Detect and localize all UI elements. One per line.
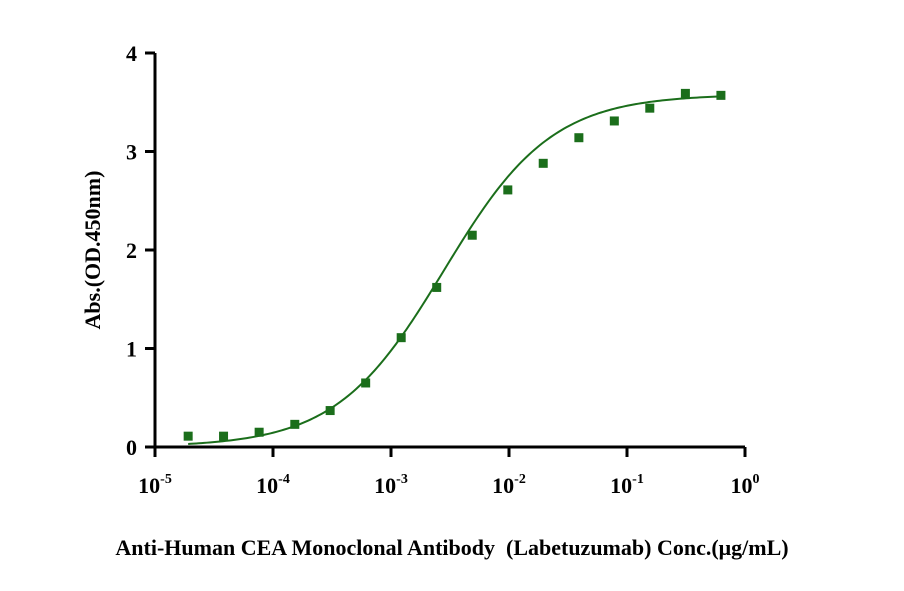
y-tick-label: 2 [126, 238, 137, 263]
data-point [219, 431, 229, 441]
x-tick-label: 10-3 [374, 472, 408, 498]
data-point [716, 90, 726, 100]
data-point [183, 431, 193, 441]
y-tick-label: 4 [126, 41, 137, 66]
y-tick-label: 1 [126, 337, 137, 362]
x-axis-title: Anti-Human CEA Monoclonal Antibody (Labe… [115, 535, 788, 560]
y-axis-title: Abs.(OD.450nm) [80, 171, 105, 330]
data-point [361, 378, 371, 388]
fit-curve [188, 95, 721, 445]
x-tick-label: 10-5 [138, 472, 172, 498]
data-point [609, 116, 619, 126]
ticks-layer: 0 1 2 3 4 10-5 10-4 10-3 10-2 10-1 100 [126, 41, 760, 498]
data-point [538, 158, 548, 168]
data-point [290, 419, 300, 429]
x-tick-label: 100 [731, 472, 760, 498]
y-tick-label: 3 [126, 140, 137, 165]
data-point [680, 88, 690, 98]
data-point [503, 185, 513, 195]
data-point [325, 406, 335, 416]
data-point [467, 230, 477, 240]
data-point [645, 103, 655, 113]
fit-curve-layer [188, 95, 721, 445]
x-tick-label: 10-2 [492, 472, 526, 498]
data-point [432, 282, 442, 292]
axes-layer [153, 53, 745, 449]
x-tick-label: 10-1 [610, 472, 644, 498]
data-points-layer [183, 88, 726, 441]
data-point [254, 427, 264, 437]
data-point [396, 333, 406, 343]
data-point [574, 133, 584, 143]
x-tick-label: 10-4 [256, 472, 290, 498]
y-tick-label: 0 [126, 435, 137, 460]
